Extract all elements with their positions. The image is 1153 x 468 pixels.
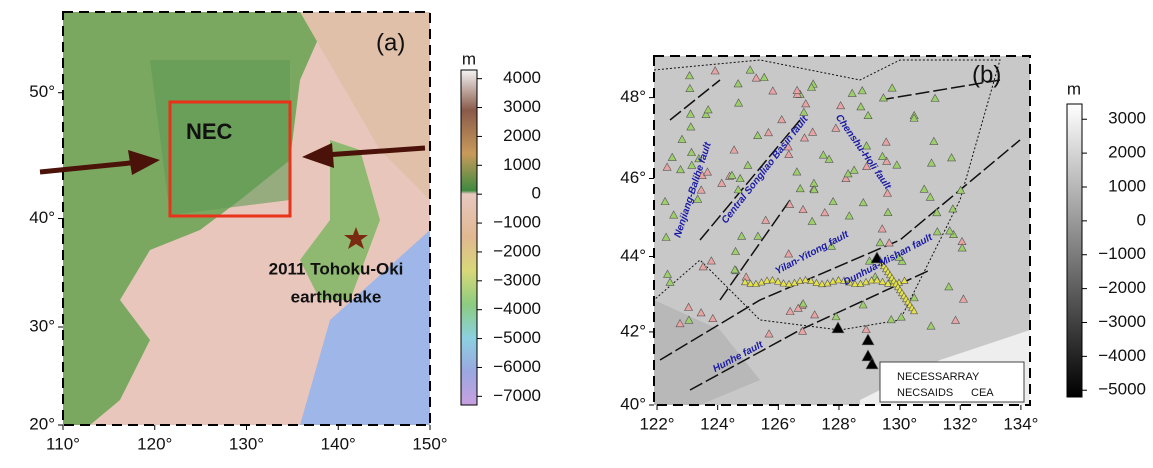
x-tick-label: 150° <box>412 434 447 453</box>
y-tick-label: 40° <box>29 208 55 227</box>
x-tick-label: 126° <box>761 414 796 433</box>
y-tick-label: 48° <box>620 87 646 106</box>
colorbar-tick-label: −4000 <box>493 299 541 318</box>
legend-label: CEA <box>971 387 994 399</box>
colorbar-tick-label: −5000 <box>1098 380 1146 399</box>
x-tick-label: 122° <box>639 414 674 433</box>
colorbar <box>461 70 477 405</box>
y-tick-label: 30° <box>29 316 55 335</box>
colorbar-tick-label: 3000 <box>1108 109 1146 128</box>
colorbar-tick-label: 4000 <box>503 68 541 87</box>
colorbar-tick-label: −1000 <box>493 213 541 232</box>
x-tick-label: 124° <box>700 414 735 433</box>
colorbar-tick-label: 2000 <box>503 126 541 145</box>
colorbar-tick-label: 0 <box>532 184 541 203</box>
x-tick-label: 130° <box>882 414 917 433</box>
x-tick-label: 134° <box>1003 414 1038 433</box>
colorbar-tick-label: −5000 <box>493 328 541 347</box>
colorbar-tick-label: 0 <box>1137 210 1146 229</box>
map-a <box>63 12 430 425</box>
colorbar-tick-label: −6000 <box>493 357 541 376</box>
colorbar-tick-label: 1000 <box>1108 176 1146 195</box>
x-tick-label: 120° <box>137 434 172 453</box>
colorbar-tick-label: 1000 <box>503 155 541 174</box>
y-tick-label: 46° <box>620 168 646 187</box>
x-tick-label: 110° <box>46 434 80 453</box>
colorbar-tick-label: 3000 <box>503 97 541 116</box>
y-tick-label: 50° <box>29 82 55 101</box>
region-label: NEC <box>186 119 233 144</box>
colorbar-tick-label: −7000 <box>493 386 541 405</box>
x-tick-label: 132° <box>943 414 978 433</box>
colorbar <box>1067 104 1082 397</box>
x-tick-label: 140° <box>321 434 356 453</box>
colorbar-tick-label: −1000 <box>1098 244 1146 263</box>
colorbar-tick-label: −3000 <box>493 270 541 289</box>
panel-label: (b) <box>972 61 1001 88</box>
x-tick-label: 128° <box>821 414 856 433</box>
figure: (a) NEC 2011 Tohoku-Oki earthquake m (b)… <box>0 0 1153 468</box>
panel-label: (a) <box>376 29 405 56</box>
y-tick-label: 20° <box>29 414 55 433</box>
colorbar-tick-label: 2000 <box>1108 143 1146 162</box>
legend-label: NECSAIDS <box>897 387 953 399</box>
legend-label: NECESSARRAY <box>897 371 980 383</box>
colorbar-unit: m <box>462 49 476 68</box>
colorbar-tick-label: −2000 <box>493 241 541 260</box>
event-label: earthquake <box>291 287 382 306</box>
page: {"panel_a": {"label": "(a)", "lon_lim": … <box>0 0 1153 468</box>
colorbar-tick-label: −3000 <box>1098 312 1146 331</box>
y-tick-label: 44° <box>620 246 646 265</box>
x-tick-label: 130° <box>229 434 264 453</box>
y-tick-label: 42° <box>620 321 646 340</box>
event-label: 2011 Tohoku-Oki <box>269 259 404 278</box>
colorbar-unit: m <box>1067 79 1081 98</box>
colorbar-tick-label: −4000 <box>1098 346 1146 365</box>
y-tick-label: 40° <box>620 394 646 413</box>
colorbar-tick-label: −2000 <box>1098 278 1146 297</box>
